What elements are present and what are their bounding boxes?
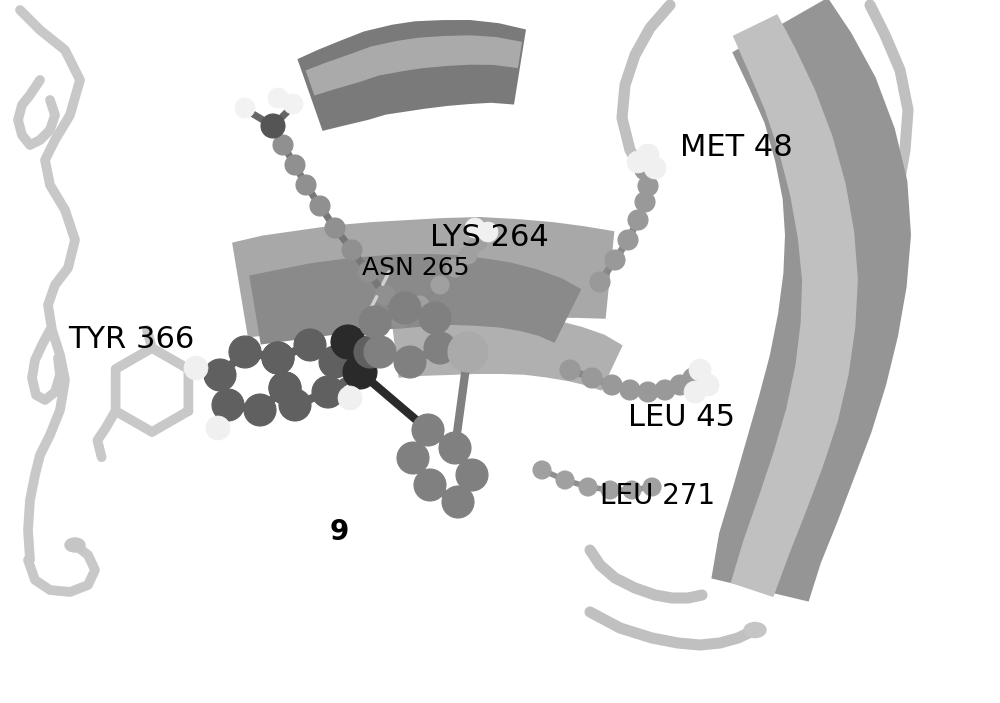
Polygon shape	[306, 35, 522, 96]
Circle shape	[605, 250, 625, 270]
Circle shape	[331, 325, 365, 359]
Circle shape	[390, 308, 410, 328]
Circle shape	[269, 372, 301, 404]
Circle shape	[620, 380, 640, 400]
Circle shape	[343, 355, 377, 389]
Ellipse shape	[744, 622, 766, 638]
Circle shape	[312, 376, 344, 408]
Circle shape	[459, 246, 477, 264]
Ellipse shape	[65, 538, 85, 552]
Text: LEU 271: LEU 271	[600, 482, 715, 510]
Circle shape	[689, 359, 711, 381]
Circle shape	[670, 375, 690, 395]
Polygon shape	[711, 0, 911, 602]
Text: 9: 9	[330, 518, 349, 546]
Circle shape	[446, 259, 464, 277]
Text: LYS 264: LYS 264	[430, 224, 549, 252]
Circle shape	[354, 336, 386, 368]
Circle shape	[285, 155, 305, 175]
Circle shape	[269, 372, 301, 404]
Circle shape	[655, 380, 675, 400]
Circle shape	[602, 375, 622, 395]
Circle shape	[697, 374, 719, 396]
Circle shape	[431, 276, 449, 294]
Circle shape	[244, 394, 276, 426]
Circle shape	[623, 481, 641, 499]
Circle shape	[279, 389, 311, 421]
Circle shape	[397, 442, 429, 474]
Circle shape	[556, 471, 574, 489]
Circle shape	[262, 342, 294, 374]
Circle shape	[184, 356, 208, 380]
Circle shape	[601, 481, 619, 499]
Circle shape	[358, 262, 378, 282]
Circle shape	[411, 296, 429, 314]
Circle shape	[296, 175, 316, 195]
Circle shape	[235, 98, 255, 118]
Circle shape	[442, 486, 474, 518]
Circle shape	[683, 368, 703, 388]
Text: TYR 366: TYR 366	[68, 325, 194, 354]
Text: MET 48: MET 48	[680, 134, 793, 162]
Circle shape	[204, 359, 236, 391]
Circle shape	[579, 478, 597, 496]
Circle shape	[283, 94, 303, 114]
Polygon shape	[249, 254, 581, 344]
Circle shape	[582, 368, 602, 388]
Text: LEU 45: LEU 45	[628, 404, 735, 432]
Circle shape	[637, 144, 659, 166]
Circle shape	[618, 230, 638, 250]
Circle shape	[638, 176, 658, 196]
Circle shape	[419, 302, 451, 334]
Circle shape	[448, 332, 488, 372]
Circle shape	[643, 478, 661, 496]
Circle shape	[635, 192, 655, 212]
Polygon shape	[391, 310, 623, 391]
Circle shape	[394, 346, 426, 378]
Circle shape	[560, 360, 580, 380]
Circle shape	[635, 160, 655, 180]
Polygon shape	[297, 20, 526, 131]
Circle shape	[644, 157, 666, 179]
Circle shape	[389, 292, 421, 324]
Circle shape	[439, 432, 471, 464]
Circle shape	[212, 389, 244, 421]
Circle shape	[638, 382, 658, 402]
Circle shape	[456, 459, 488, 491]
Circle shape	[359, 306, 391, 338]
Circle shape	[263, 116, 283, 136]
Circle shape	[478, 222, 498, 242]
Polygon shape	[232, 217, 614, 337]
Circle shape	[465, 218, 485, 238]
Circle shape	[590, 272, 610, 292]
Circle shape	[206, 416, 230, 440]
Circle shape	[628, 210, 648, 230]
Circle shape	[469, 233, 487, 251]
Circle shape	[268, 88, 288, 108]
Circle shape	[262, 342, 294, 374]
Circle shape	[364, 336, 396, 368]
Circle shape	[273, 135, 293, 155]
Circle shape	[325, 218, 345, 238]
Circle shape	[310, 196, 330, 216]
Text: ASN 265: ASN 265	[362, 256, 470, 280]
Circle shape	[342, 240, 362, 260]
Circle shape	[627, 151, 649, 173]
Circle shape	[261, 114, 285, 138]
Circle shape	[338, 386, 362, 410]
Circle shape	[319, 346, 351, 378]
Circle shape	[294, 329, 326, 361]
Circle shape	[412, 414, 444, 446]
Circle shape	[684, 381, 706, 403]
Circle shape	[229, 336, 261, 368]
Circle shape	[533, 461, 551, 479]
Circle shape	[414, 469, 446, 501]
Polygon shape	[731, 14, 858, 597]
Circle shape	[424, 332, 456, 364]
Circle shape	[375, 285, 395, 305]
